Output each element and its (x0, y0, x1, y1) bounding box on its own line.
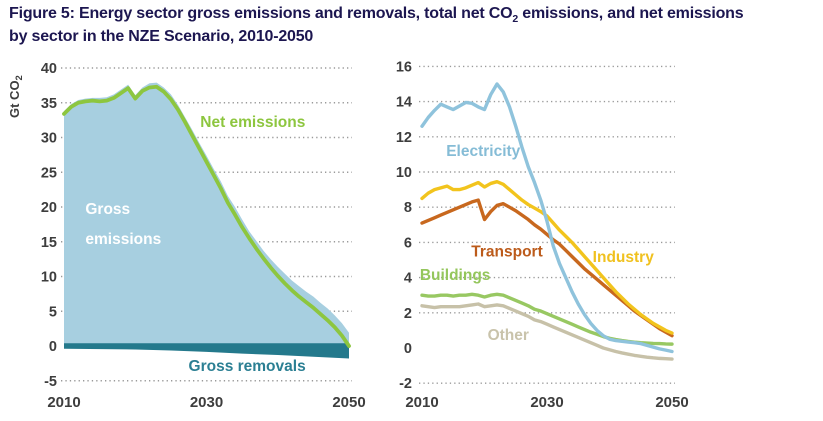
svg-text:Gt CO2: Gt CO2 (7, 75, 25, 118)
left-chart-emissions-removals: 40 35 30 25 20 15 10 5 0 -5 2010 2030 2050 Gt CO2 Net … (7, 61, 366, 411)
y-tick-label: 20 (41, 200, 57, 216)
series-buildings-line (420, 292, 674, 346)
series-label-other: Other (488, 327, 529, 344)
series-label-buildings: Buildings (420, 267, 491, 284)
x-tick-label: 2050 (332, 394, 365, 411)
x-tick-label: 2050 (655, 394, 688, 411)
y-tick-label: 8 (404, 200, 412, 216)
figure-title-line1: Figure 5: Energy sector gross emissions … (9, 4, 819, 27)
y-tick-label: 15 (41, 235, 57, 251)
x-tick-label: 2010 (405, 394, 438, 411)
series-label-gross: Gross (85, 201, 130, 218)
y-tick-label: 35 (41, 96, 57, 112)
y-tick-label: 40 (41, 61, 57, 77)
y-tick-label: 10 (396, 165, 412, 181)
right-chart-net-emissions-by-sector: 16 14 12 10 8 6 4 2 0 -2 2010 2030 2050 Electricity Tr… (396, 59, 689, 411)
x-tick-label: 2030 (530, 394, 563, 411)
series-label-electricity: Electricity (446, 143, 520, 160)
y-tick-label: 5 (49, 304, 57, 320)
y-tick-label: 6 (404, 235, 412, 251)
series-label-gross-removals: Gross removals (189, 358, 306, 375)
series-electricity-line (420, 82, 674, 354)
figure-title-text: Figure 5: Energy sector gross emissions … (9, 5, 513, 22)
y-tick-label: 2 (404, 306, 412, 322)
y-tick-label: 25 (41, 165, 57, 181)
series-label-transport: Transport (471, 243, 542, 260)
y-tick-label: 10 (41, 270, 57, 286)
series-other-line (420, 302, 674, 361)
series-net-emissions-line (62, 84, 351, 348)
area-gross-emissions (64, 82, 349, 346)
figure-title-co2-subscript: 2 (512, 13, 519, 26)
series-label-industry: Industry (593, 249, 655, 266)
figure-title-text: emissions, and net emissions (518, 5, 744, 22)
y-tick-label: 16 (396, 59, 412, 75)
series-label-emissions: emissions (85, 231, 161, 248)
y-tick-label: 12 (396, 130, 412, 146)
y-tick-label: 0 (404, 341, 412, 357)
y-tick-label: 30 (41, 131, 57, 147)
figure-title: Figure 5: Energy sector gross emissions … (9, 4, 819, 47)
y-tick-label: 4 (404, 271, 412, 287)
band-gross-removals (64, 343, 349, 359)
y-tick-label: -5 (44, 374, 57, 390)
x-tick-label: 2010 (47, 394, 80, 411)
figure-title-line2: by sector in the NZE Scenario, 2010-2050 (9, 27, 314, 45)
y-tick-label: 14 (396, 95, 412, 111)
series-label-net-emissions: Net emissions (200, 114, 305, 131)
y-tick-label: -2 (399, 376, 412, 392)
y-axis-title: Gt CO2 (7, 75, 25, 118)
y-tick-label: 0 (49, 339, 57, 355)
x-tick-label: 2030 (190, 394, 223, 411)
